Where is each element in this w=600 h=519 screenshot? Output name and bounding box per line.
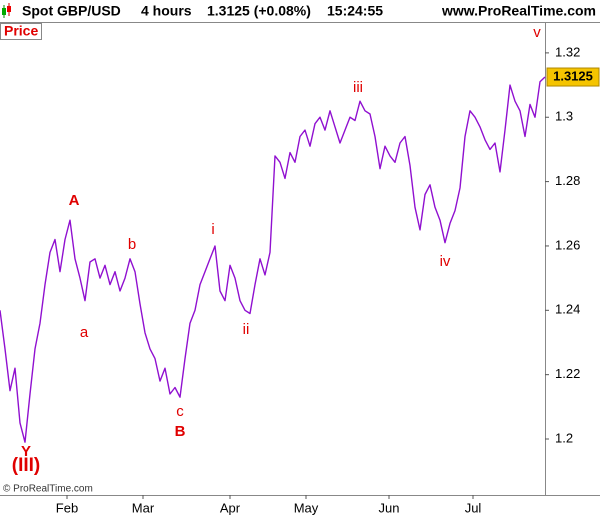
footer: © ProRealTime.com (3, 484, 93, 495)
x-tick-label: Feb (56, 500, 78, 515)
panel-label: Price (4, 23, 38, 39)
wave-label: A (69, 192, 80, 209)
x-tick-label: Jul (465, 500, 482, 515)
wave-label: i (211, 221, 214, 238)
wave-label: a (80, 324, 89, 341)
time: 15:24:55 (327, 3, 383, 19)
wave-label: iv (440, 253, 451, 270)
wave-label: v (533, 24, 541, 41)
x-tick-label: Jun (379, 500, 400, 515)
last-price-box (546, 67, 600, 87)
wave-label: c (176, 403, 184, 420)
panel-label-box (0, 23, 42, 40)
wave-label: (III) (12, 455, 41, 476)
site: www.ProRealTime.com (441, 3, 596, 19)
last-price-label: 1.3125 (553, 68, 593, 83)
quote: 1.3125 (+0.08%) (207, 3, 311, 19)
y-tick-label: 1.24 (555, 302, 580, 317)
wave-label: b (128, 236, 136, 253)
wave-label: iii (353, 79, 363, 96)
y-tick-label: 1.22 (555, 366, 580, 381)
x-tick-label: May (294, 500, 319, 515)
wave-label: Y (21, 443, 31, 460)
interval: 4 hours (141, 3, 192, 19)
y-tick-label: 1.3 (555, 109, 573, 124)
wave-label: B (175, 423, 186, 440)
y-tick-label: 1.26 (555, 237, 580, 252)
wave-label: ii (243, 321, 250, 338)
instrument: Spot GBP/USD (22, 3, 121, 19)
y-tick-label: 1.2 (555, 430, 573, 445)
x-tick-label: Mar (132, 500, 155, 515)
icon (2, 3, 11, 18)
x-tick-label: Apr (220, 500, 241, 515)
price-line (0, 76, 546, 443)
y-tick-label: 1.28 (555, 173, 580, 188)
y-tick-label: 1.32 (555, 44, 580, 59)
